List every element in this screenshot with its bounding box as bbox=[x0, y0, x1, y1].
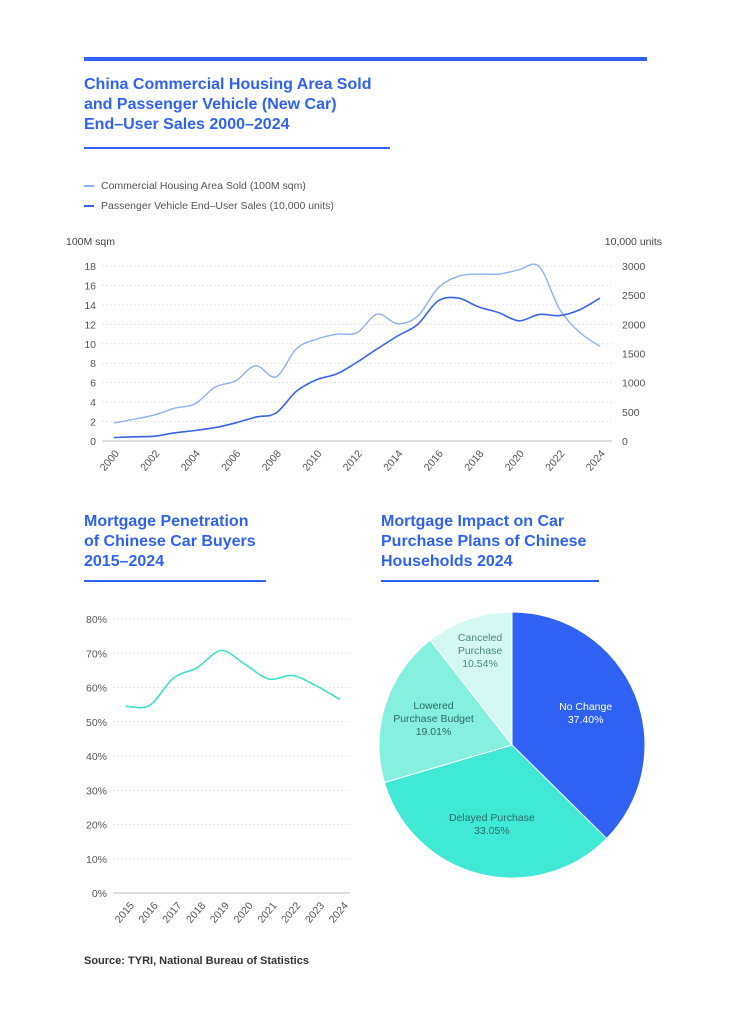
chart1-title-line: End–User Sales 2000–2024 bbox=[84, 116, 290, 133]
right-y-tick-label: 500 bbox=[622, 407, 640, 419]
x-tick-label: 2006 bbox=[219, 448, 243, 474]
chart1-title-line: and Passenger Vehicle (New Car) bbox=[84, 96, 337, 113]
y-tick-label: 70% bbox=[86, 648, 107, 660]
legend-swatch-housing bbox=[84, 185, 94, 187]
x-tick-label: 2014 bbox=[381, 448, 405, 474]
pie-slice-label: Canceled Purchase 10.54% bbox=[420, 632, 540, 671]
right-y-tick-label: 2000 bbox=[622, 319, 646, 331]
left-y-tick-label: 18 bbox=[84, 261, 96, 273]
x-tick-label: 2023 bbox=[303, 900, 327, 926]
x-tick-label: 2017 bbox=[160, 900, 184, 926]
source-note: Source: TYRI, National Bureau of Statist… bbox=[84, 955, 309, 967]
pie-slice-label-text: Lowered bbox=[413, 700, 454, 713]
y-tick-label: 50% bbox=[86, 717, 107, 729]
y-tick-label: 80% bbox=[86, 614, 107, 626]
x-tick-label: 2010 bbox=[300, 448, 324, 474]
y-tick-label: 10% bbox=[86, 854, 107, 866]
mortgage-penetration-chart: 0%10%20%30%40%50%60%70%80%2015 2016 2017 20… bbox=[86, 614, 351, 926]
y-tick-label: 30% bbox=[86, 785, 107, 797]
right-y-tick-label: 2500 bbox=[622, 290, 646, 302]
chart1-title: China Commercial Housing Area Sold and P… bbox=[84, 75, 371, 135]
x-tick-label: 2018 bbox=[462, 448, 486, 474]
x-tick-label: 2018 bbox=[184, 900, 208, 926]
legend-item-vehicle: Passenger Vehicle End–User Sales (10,000… bbox=[84, 196, 334, 216]
pie-slice-label-text: Purchase Budget bbox=[393, 713, 474, 726]
top-rule bbox=[84, 57, 647, 61]
left-y-tick-label: 4 bbox=[90, 397, 96, 409]
x-tick-label: 2004 bbox=[179, 448, 203, 474]
chart1-title-rule bbox=[84, 147, 390, 149]
chart2-title-line: 2015–2024 bbox=[84, 553, 165, 570]
chart1-legend: Commercial Housing Area Sold (100M sqm) … bbox=[84, 176, 334, 216]
left-axis-unit: 100M sqm bbox=[66, 236, 115, 248]
series-line-vehicle bbox=[113, 296, 601, 439]
chart3-title-line: Purchase Plans of Chinese bbox=[381, 533, 587, 550]
x-tick-label: 2000 bbox=[98, 448, 122, 474]
legend-item-housing: Commercial Housing Area Sold (100M sqm) bbox=[84, 176, 334, 196]
pie-slice-label: No Change 37.40% bbox=[526, 701, 646, 727]
chart3-title-rule bbox=[381, 580, 599, 582]
mortgage-penetration-line bbox=[125, 649, 341, 709]
chart1-title-line: China Commercial Housing Area Sold bbox=[84, 76, 372, 93]
pie-slice-percent: 33.05% bbox=[474, 824, 510, 837]
x-tick-label: 2002 bbox=[138, 448, 162, 474]
left-y-tick-label: 2 bbox=[90, 417, 96, 429]
x-tick-label: 2019 bbox=[208, 900, 232, 926]
series-line-housing bbox=[113, 263, 601, 424]
y-tick-label: 0% bbox=[92, 888, 107, 900]
chart3-title-line: Households 2024 bbox=[381, 553, 513, 570]
chart2-title: Mortgage Penetration of Chinese Car Buye… bbox=[84, 512, 256, 572]
chart2-title-line: of Chinese Car Buyers bbox=[84, 533, 256, 550]
mortgage-impact-pie bbox=[378, 611, 646, 879]
x-tick-label: 2024 bbox=[327, 900, 351, 926]
left-y-tick-label: 12 bbox=[84, 319, 96, 331]
right-axis-unit: 10,000 units bbox=[605, 236, 662, 248]
left-y-tick-label: 10 bbox=[84, 339, 96, 351]
left-y-tick-label: 6 bbox=[90, 378, 96, 390]
left-y-tick-label: 0 bbox=[90, 436, 96, 448]
left-y-tick-label: 16 bbox=[84, 280, 96, 292]
x-tick-label: 2020 bbox=[232, 900, 256, 926]
legend-label-housing: Commercial Housing Area Sold (100M sqm) bbox=[101, 180, 306, 192]
chart3-title: Mortgage Impact on Car Purchase Plans of… bbox=[381, 512, 586, 572]
pie-slice-label-text: Purchase bbox=[457, 645, 503, 658]
legend-label-vehicle: Passenger Vehicle End–User Sales (10,000… bbox=[101, 200, 334, 212]
right-y-tick-label: 1500 bbox=[622, 349, 646, 361]
left-y-tick-label: 14 bbox=[84, 300, 96, 312]
x-tick-label: 2020 bbox=[503, 448, 527, 474]
pie-slice bbox=[378, 639, 513, 784]
chart2-title-rule bbox=[84, 580, 266, 582]
y-tick-label: 40% bbox=[86, 751, 107, 763]
y-tick-label: 20% bbox=[86, 820, 107, 832]
pie-slice-label-text: Delayed Purchase bbox=[448, 811, 535, 824]
x-tick-label: 2015 bbox=[113, 900, 137, 926]
pie-slice bbox=[429, 611, 513, 747]
x-tick-label: 2008 bbox=[260, 448, 284, 474]
pie-slice bbox=[383, 744, 608, 879]
x-tick-label: 2012 bbox=[341, 448, 365, 474]
left-y-tick-label: 8 bbox=[90, 358, 96, 370]
y-tick-label: 60% bbox=[86, 683, 107, 695]
pie-slice-percent: 10.54% bbox=[462, 658, 498, 671]
chart2-title-line: Mortgage Penetration bbox=[84, 513, 249, 530]
pie-slice-label: Delayed Purchase 33.05% bbox=[432, 812, 552, 838]
x-tick-label: 2016 bbox=[422, 448, 446, 474]
pie-slice-percent: 37.40% bbox=[567, 714, 604, 727]
pie-slice-label-text: Canceled bbox=[457, 632, 503, 645]
x-tick-label: 2021 bbox=[255, 900, 279, 926]
right-y-tick-label: 3000 bbox=[622, 261, 646, 273]
chart3-title-line: Mortgage Impact on Car bbox=[381, 513, 565, 530]
x-tick-label: 2024 bbox=[584, 448, 608, 474]
pie-slice bbox=[511, 611, 646, 840]
housing-vehicle-chart: 100M sqm 10,000 units 0 2 4 6 8 10 12 14 16 18 0 50… bbox=[66, 236, 662, 474]
pie-slice-percent: 19.01% bbox=[415, 726, 452, 739]
right-y-tick-label: 0 bbox=[622, 436, 628, 448]
x-tick-label: 2022 bbox=[543, 448, 567, 474]
x-tick-label: 2022 bbox=[279, 900, 303, 926]
pie-slice-label: Lowered Purchase Budget 19.01% bbox=[374, 700, 494, 739]
right-y-tick-label: 1000 bbox=[622, 378, 646, 390]
legend-swatch-vehicle bbox=[84, 205, 94, 207]
x-tick-label: 2016 bbox=[136, 900, 160, 926]
pie-slice-label-text: No Change bbox=[559, 701, 613, 714]
